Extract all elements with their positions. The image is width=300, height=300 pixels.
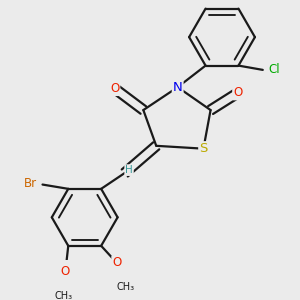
- Text: CH₃: CH₃: [116, 282, 134, 292]
- Text: Cl: Cl: [268, 63, 280, 76]
- Text: O: O: [233, 86, 242, 99]
- Text: O: O: [61, 265, 70, 278]
- Text: H: H: [125, 165, 133, 175]
- Text: CH₃: CH₃: [54, 291, 73, 300]
- Text: N: N: [173, 81, 183, 94]
- Text: Br: Br: [24, 177, 37, 190]
- Text: S: S: [199, 142, 208, 155]
- Text: O: O: [112, 256, 122, 269]
- Text: O: O: [110, 82, 119, 95]
